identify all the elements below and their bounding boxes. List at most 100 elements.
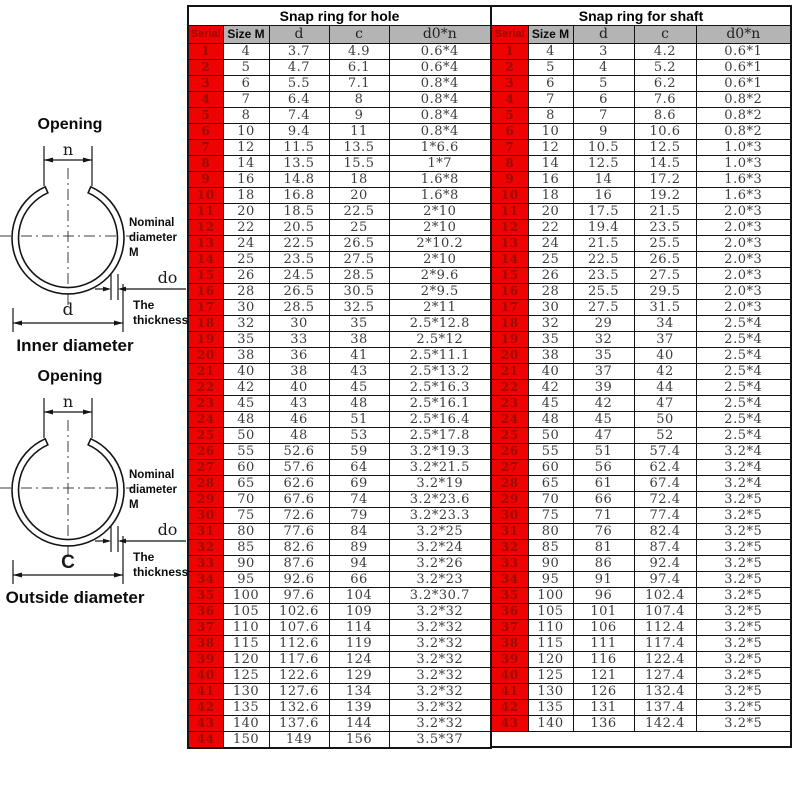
value-cell: 18	[222, 186, 270, 204]
value-cell: 3.2*32	[388, 666, 492, 684]
serial-cell: 24	[490, 410, 529, 428]
table-row: 29 70 66 72.4 3.2*5	[490, 490, 792, 508]
value-cell: 14.8	[268, 170, 330, 188]
value-cell: 2.0*3	[695, 266, 792, 284]
table-row: 14 25 23.5 27.5 2*10	[187, 250, 492, 268]
value-cell: 7	[572, 106, 635, 124]
table-row: 3 6 5.5 7.1 0.8*4	[187, 74, 492, 92]
serial-cell: 37	[187, 618, 224, 636]
value-cell: 1*6.6	[388, 138, 492, 156]
table-row: 9 16 14 17.2 1.6*3	[490, 170, 792, 188]
value-cell: 59	[328, 442, 390, 460]
value-cell: 3.2*5	[695, 538, 792, 556]
serial-cell: 5	[490, 106, 529, 124]
value-cell: 3.2*32	[388, 682, 492, 700]
value-cell: 0.8*4	[388, 122, 492, 140]
value-cell: 104	[328, 586, 390, 604]
value-cell: 137.4	[633, 698, 697, 716]
serial-cell: 15	[187, 266, 224, 284]
serial-cell: 38	[187, 634, 224, 652]
value-cell: 3.2*19.3	[388, 442, 492, 460]
value-cell: 2.0*3	[695, 234, 792, 252]
table-row: 26 55 52.6 59 3.2*19.3	[187, 442, 492, 460]
value-cell: 2.5*4	[695, 314, 792, 332]
table-row: 13 24 22.5 26.5 2*10.2	[187, 234, 492, 252]
col-header-serial: Serial	[187, 24, 224, 44]
value-cell: 3.2*21.5	[388, 458, 492, 476]
value-cell: 41	[328, 346, 390, 364]
table-row: 28 65 61 67.4 3.2*4	[490, 474, 792, 492]
serial-cell: 29	[187, 490, 224, 508]
value-cell: 48	[527, 410, 574, 428]
value-cell: 42	[633, 362, 697, 380]
serial-cell: 32	[490, 538, 529, 556]
serial-cell: 43	[187, 714, 224, 732]
snap-ring-for-hole-table: Snap ring for hole Serial Size M d c d0*…	[187, 5, 493, 749]
serial-cell: 43	[490, 714, 529, 732]
value-cell: 22.5	[268, 234, 330, 252]
value-cell: 6.4	[268, 90, 330, 108]
value-cell: 7.6	[633, 90, 697, 108]
value-cell: 29	[572, 314, 635, 332]
value-cell: 60	[222, 458, 270, 476]
serial-cell: 13	[187, 234, 224, 252]
value-cell: 80	[527, 522, 574, 540]
value-cell: 24	[222, 234, 270, 252]
table-row: 31 80 77.6 84 3.2*25	[187, 522, 492, 540]
value-cell: 0.8*4	[388, 90, 492, 108]
table-row: 33 90 87.6 94 3.2*26	[187, 554, 492, 572]
value-cell: 2.5*12.8	[388, 314, 492, 332]
value-cell: 100	[222, 586, 270, 604]
value-cell: 43	[268, 394, 330, 412]
value-cell: 1.6*3	[695, 186, 792, 204]
value-cell: 53	[328, 426, 390, 444]
table-row: 5 8 7.4 9 0.8*4	[187, 106, 492, 124]
serial-cell: 17	[187, 298, 224, 316]
value-cell: 140	[222, 714, 270, 732]
value-cell: 1.0*3	[695, 154, 792, 172]
value-cell: 125	[527, 666, 574, 684]
value-cell: 26.5	[328, 234, 390, 252]
value-cell: 1*7	[388, 154, 492, 172]
value-cell: 142.4	[633, 714, 697, 732]
value-cell: 3.2*32	[388, 650, 492, 668]
value-cell: 38	[268, 362, 330, 380]
value-cell: 26	[527, 266, 574, 284]
value-cell: 11	[328, 122, 390, 140]
table-title: Snap ring for hole	[187, 5, 492, 26]
value-cell: 96	[572, 586, 635, 604]
value-cell: 116	[572, 650, 635, 668]
serial-cell: 35	[490, 586, 529, 604]
serial-cell: 20	[490, 346, 529, 364]
value-cell: 45	[328, 378, 390, 396]
value-cell: 30	[222, 298, 270, 316]
serial-cell: 23	[187, 394, 224, 412]
value-cell: 38	[328, 330, 390, 348]
value-cell: 76	[572, 522, 635, 540]
value-cell: 14	[222, 154, 270, 172]
value-cell: 20	[328, 186, 390, 204]
value-cell: 2.5*12	[388, 330, 492, 348]
value-cell: 61	[572, 474, 635, 492]
col-header-size-m: Size M	[222, 24, 270, 44]
col-header-d0n: d0*n	[388, 24, 492, 44]
value-cell: 4	[527, 42, 574, 60]
table-row: 7 12 10.5 12.5 1.0*3	[490, 138, 792, 156]
value-cell: 51	[328, 410, 390, 428]
value-cell: 1.6*3	[695, 170, 792, 188]
value-cell: 16	[222, 170, 270, 188]
serial-cell: 31	[187, 522, 224, 540]
value-cell: 42	[527, 378, 574, 396]
value-cell: 10	[527, 122, 574, 140]
serial-cell: 28	[187, 474, 224, 492]
value-cell: 23.5	[572, 266, 635, 284]
value-cell: 72.6	[268, 506, 330, 524]
value-cell: 56	[572, 458, 635, 476]
table-row: 35 100 96 102.4 3.2*5	[490, 586, 792, 604]
table-row: 25 50 47 52 2.5*4	[490, 426, 792, 444]
table-row: 10 18 16.8 20 1.6*8	[187, 186, 492, 204]
value-cell: 85	[527, 538, 574, 556]
table-row: 5 8 7 8.6 0.8*2	[490, 106, 792, 124]
value-cell: 19.4	[572, 218, 635, 236]
